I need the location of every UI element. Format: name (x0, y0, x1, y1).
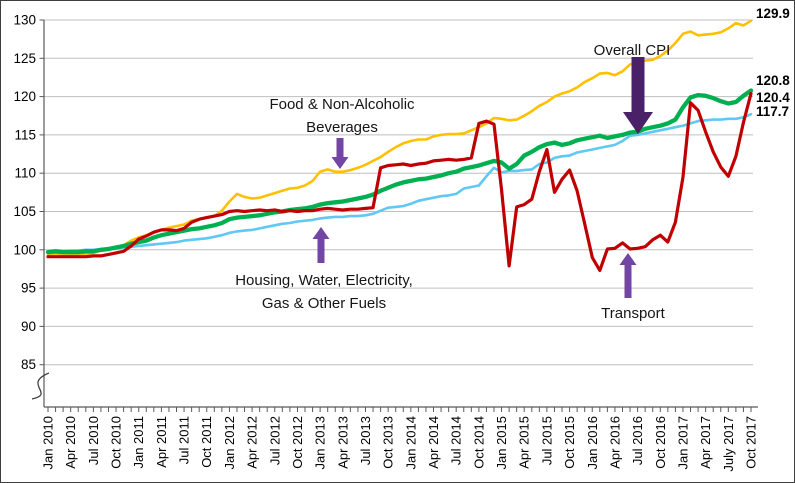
x-tick-label: Oct 2015 (562, 416, 577, 469)
x-tick-label: Apr 2010 (63, 416, 78, 469)
annotation-housing: Housing, Water, Electricity, Gas & Other… (235, 269, 413, 315)
axis-break-squiggle (31, 372, 50, 400)
y-tick-label-110: 110 (14, 166, 36, 181)
arrow-overall-cpi (623, 57, 653, 134)
x-tick-label: Jul 2011 (177, 416, 192, 464)
x-tick-label: Jan 2015 (494, 416, 509, 470)
x-tick-label: Oct 2014 (471, 416, 486, 469)
x-tick-label: Oct 2016 (653, 416, 668, 469)
x-tick-label: Apr 2013 (335, 416, 350, 469)
annotation-food-line1: Food & Non-Alcoholic (269, 96, 415, 113)
x-tick-label: Apr 2011 (154, 416, 169, 468)
y-tick-label-90: 90 (21, 319, 36, 334)
annotation-overall-cpi-line1: Overall CPI (593, 42, 671, 59)
annotation-food: Food & Non-Alcoholic Beverages (269, 93, 414, 139)
x-tick-label: Jan 2014 (403, 416, 418, 470)
x-tick-label: Jan 2011 (131, 416, 146, 469)
x-tick-label: Apr 2015 (517, 416, 532, 469)
x-tick-label: Jul 2016 (630, 416, 645, 465)
x-tick-label: Apr 2016 (607, 416, 622, 469)
annotation-transport-line1: Transport (601, 305, 665, 322)
x-tick-label: Apr 2012 (245, 416, 260, 469)
y-tick-label-95: 95 (21, 281, 36, 296)
end-label-overall-cpi: 120.8 (756, 73, 790, 88)
arrow-food (331, 138, 349, 169)
y-tick-label-130: 130 (13, 13, 36, 28)
end-label-transport: 120.4 (756, 90, 790, 105)
series-line-overall (45, 88, 754, 255)
x-tick-label: Jan 2010 (41, 416, 56, 470)
x-tick-label: July 2017 (721, 416, 736, 472)
y-tick-label-105: 105 (13, 204, 36, 219)
x-tick-label: Oct 2012 (290, 416, 305, 469)
annotation-housing-line2: Gas & Other Fuels (261, 295, 387, 312)
y-tick-label-115: 115 (14, 127, 36, 142)
x-tick-label: Jul 2015 (539, 416, 554, 465)
x-tick-label: Oct 2013 (381, 416, 396, 469)
annotation-food-line2: Beverages (306, 119, 378, 136)
x-tick-label: Oct 2011 (199, 416, 214, 468)
x-tick-label: Apr 2017 (698, 416, 713, 469)
annotation-housing-line1: Housing, Water, Electricity, (235, 272, 413, 289)
x-tick-label: Jan 2013 (313, 416, 328, 470)
x-tick-label: Jan 2012 (222, 416, 237, 470)
x-tick-label: Oct 2017 (744, 416, 759, 469)
arrow-transport (619, 253, 637, 298)
y-tick-label-120: 120 (13, 89, 36, 104)
arrow-housing (312, 227, 330, 263)
x-tick-label: Jul 2013 (358, 416, 373, 465)
x-tick-label: Jan 2016 (585, 416, 600, 470)
x-tick-label: Jul 2012 (267, 416, 282, 465)
annotation-transport: Transport (601, 302, 665, 325)
end-label-food: 129.9 (756, 6, 790, 21)
end-label-housing: 117.7 (756, 104, 790, 119)
x-tick-label: Oct 2010 (109, 416, 124, 469)
y-tick-label-85: 85 (21, 357, 36, 372)
series-line-transport (46, 91, 753, 273)
y-tick-label-100: 100 (13, 242, 36, 257)
y-tick-label-125: 125 (13, 51, 36, 66)
x-tick-label: Jan 2017 (675, 416, 690, 470)
series-line-housing (46, 112, 753, 254)
x-tick-label: Apr 2014 (426, 416, 441, 469)
x-tick-label: Jul 2010 (86, 416, 101, 465)
annotation-overall-cpi: Overall CPI (594, 39, 671, 62)
x-tick-label: Jul 2014 (449, 416, 464, 465)
